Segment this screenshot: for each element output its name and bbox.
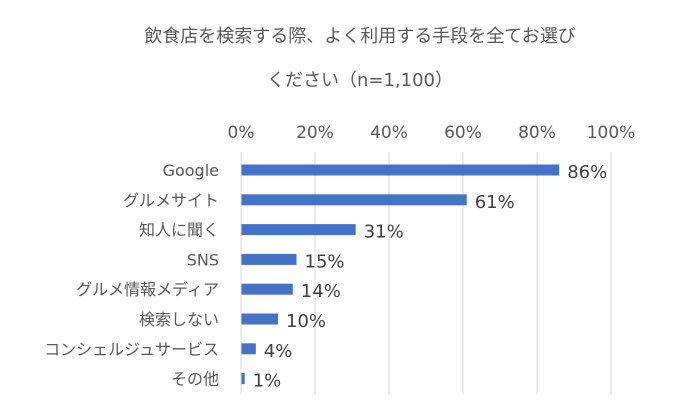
- category-label: 知人に聞く: [139, 221, 219, 240]
- data-label: 1%: [253, 371, 282, 392]
- x-tick-label: 60%: [444, 123, 482, 143]
- bar: [241, 283, 293, 295]
- data-label: 86%: [567, 162, 607, 183]
- bar: [241, 253, 297, 265]
- bar: [241, 164, 560, 176]
- category-label: グルメサイト: [123, 191, 219, 210]
- chart-title-line-2: ください（n=1,100）: [266, 70, 454, 91]
- bar: [241, 343, 256, 355]
- category-label: グルメ情報メディア: [76, 280, 219, 299]
- category-label: SNS: [187, 250, 219, 269]
- bar: [241, 373, 245, 385]
- data-label: 31%: [364, 222, 404, 243]
- x-tick-label: 80%: [518, 123, 556, 143]
- chart-title-line-1: 飲食店を検索する際、よく利用する手段を全てお選び: [144, 26, 576, 47]
- data-label: 4%: [264, 341, 293, 362]
- x-tick-label: 20%: [296, 123, 334, 143]
- data-label: 15%: [305, 251, 345, 272]
- category-label: コンシェルジュサービス: [44, 340, 219, 359]
- category-label: その他: [171, 370, 219, 389]
- x-tick-label: 0%: [228, 123, 255, 143]
- x-tick-label: 40%: [370, 123, 408, 143]
- bar: [241, 313, 278, 325]
- data-label: 14%: [301, 281, 341, 302]
- x-tick-label: 100%: [587, 123, 636, 143]
- data-label: 61%: [475, 192, 515, 213]
- bar: [241, 224, 356, 236]
- category-label: 検索しない: [139, 310, 219, 329]
- category-label: Google: [163, 161, 219, 180]
- bar: [241, 194, 467, 206]
- data-label: 10%: [286, 311, 326, 332]
